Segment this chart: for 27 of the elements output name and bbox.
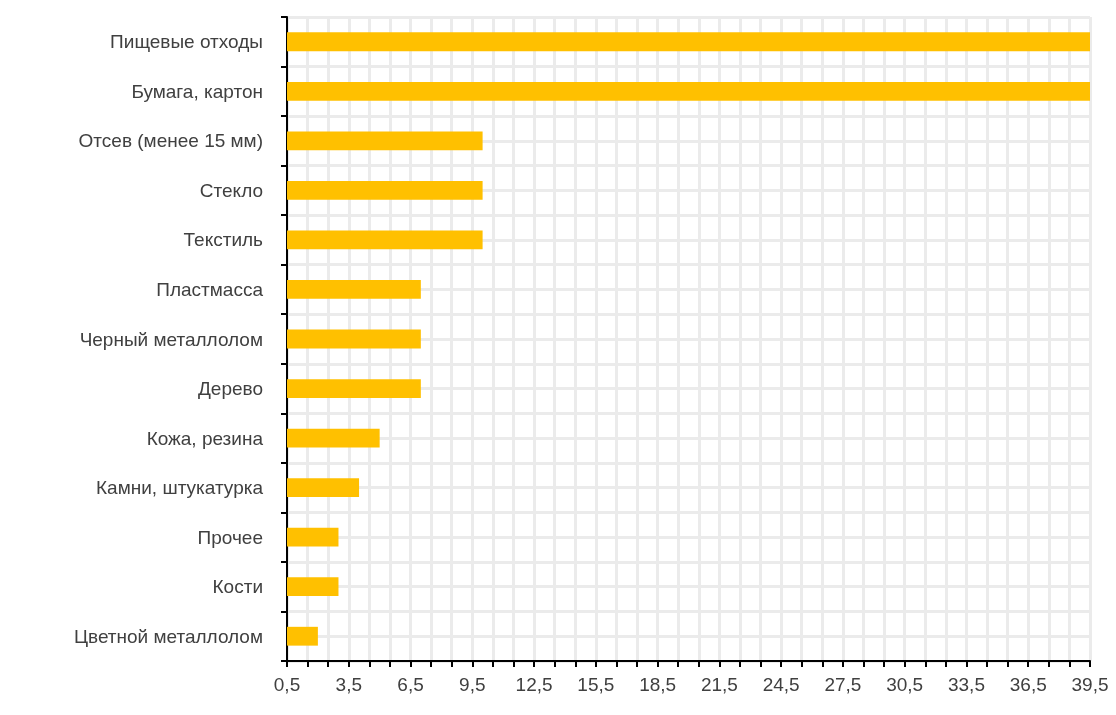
y-tick-label: Прочее [197, 526, 263, 548]
x-tick-label: 0,5 [273, 674, 301, 695]
x-tick-label: 27,5 [824, 674, 862, 695]
y-tick-label: Отсев (менее 15 мм) [78, 130, 263, 152]
y-tick-label: Бумага, картон [131, 80, 263, 102]
x-tick-label: 6,5 [397, 674, 424, 695]
x-tick-label: 3,5 [335, 674, 362, 695]
y-tick-label: Пластмасса [156, 278, 264, 300]
x-tick-label: 18,5 [639, 674, 677, 695]
x-tick-label: 24,5 [762, 674, 800, 695]
y-tick-label: Пищевые отходы [110, 31, 263, 53]
y-tick-label: Черный металлолом [79, 328, 263, 350]
y-tick-label: Стекло [199, 179, 263, 201]
y-tick-label: Кожа, резина [146, 427, 264, 449]
x-tick-label: 21,5 [700, 674, 738, 695]
x-tick-label: 33,5 [947, 674, 985, 695]
y-tick-label: Дерево [197, 378, 263, 400]
x-tick-label: 15,5 [577, 674, 615, 695]
x-tick-label: 30,5 [886, 674, 924, 695]
y-tick-label: Камни, штукатурка [96, 477, 264, 499]
y-tick-label: Текстиль [183, 229, 264, 251]
x-tick-label: 9,5 [459, 674, 486, 695]
x-tick-label: 12,5 [515, 674, 553, 695]
y-tick-label: Кости [212, 576, 263, 598]
x-tick-label: 39,5 [1071, 674, 1109, 695]
x-tick-label: 36,5 [1009, 674, 1047, 695]
y-tick-label: Цветной металлолом [73, 625, 263, 647]
